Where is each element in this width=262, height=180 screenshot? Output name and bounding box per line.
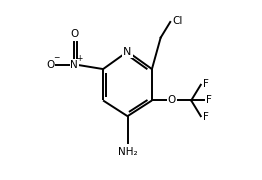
- Text: Cl: Cl: [172, 16, 182, 26]
- Text: +: +: [77, 54, 83, 63]
- Text: F: F: [206, 95, 212, 105]
- Text: N: N: [70, 60, 78, 70]
- Text: O: O: [168, 95, 176, 105]
- Text: NH₂: NH₂: [118, 147, 137, 157]
- Text: F: F: [203, 112, 208, 122]
- Text: N: N: [123, 47, 132, 57]
- Text: −: −: [53, 54, 59, 63]
- Text: O: O: [47, 60, 55, 70]
- Text: F: F: [203, 79, 208, 89]
- Text: O: O: [70, 29, 78, 39]
